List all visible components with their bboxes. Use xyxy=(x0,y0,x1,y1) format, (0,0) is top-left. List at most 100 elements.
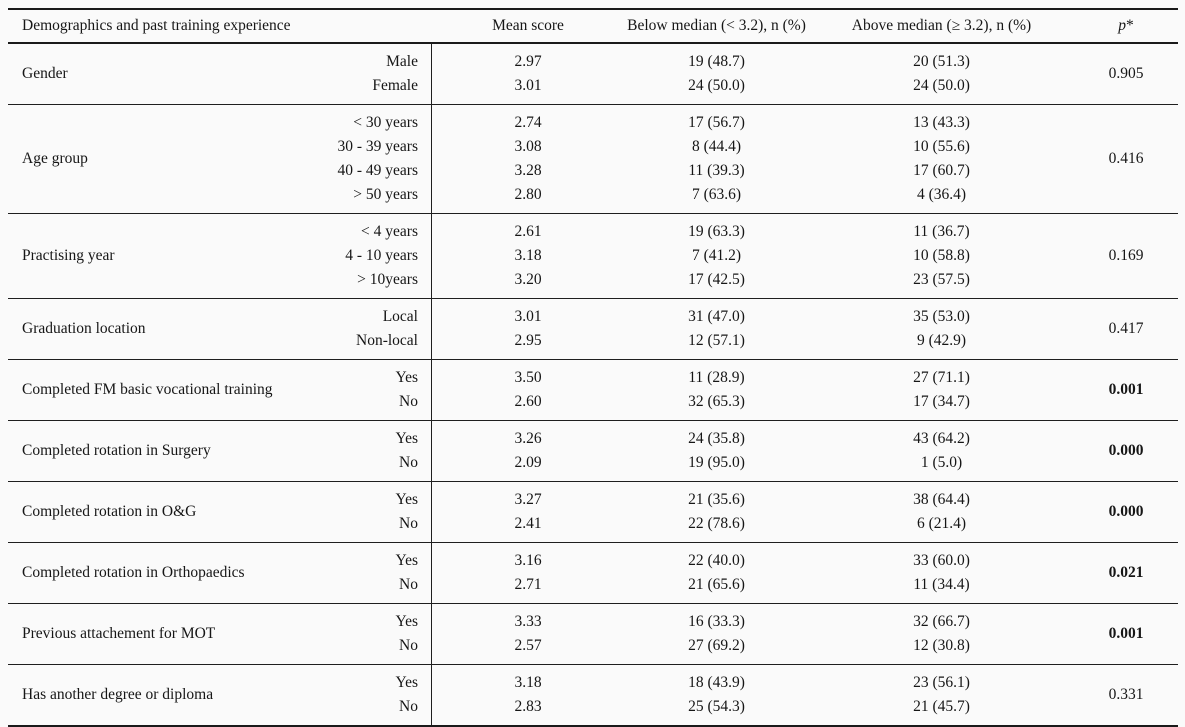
cell-value: 17 (60.7) xyxy=(913,162,970,179)
mean-col: 3.50 2.60 xyxy=(432,360,624,420)
p-cell: 0.417 xyxy=(1074,299,1178,359)
cell-value: No xyxy=(399,454,418,471)
cell-value: 2.61 xyxy=(514,223,542,240)
above-col: 43 (64.2) 1 (5.0) xyxy=(809,421,1074,481)
category-label: Practising year xyxy=(22,247,115,264)
cell-value: 32 (65.3) xyxy=(688,393,745,410)
cell-value: 22 (40.0) xyxy=(688,552,745,569)
cell-value: Non-local xyxy=(356,332,418,349)
above-col: 38 (64.4) 6 (21.4) xyxy=(809,482,1074,542)
mean-col: 3.27 2.41 xyxy=(432,482,624,542)
cell-value: 2.83 xyxy=(514,698,542,715)
cell-value: 4 (36.4) xyxy=(916,186,967,203)
cell-value: 7 (63.6) xyxy=(691,186,742,203)
category-cell: Previous attachement for MOT Yes No xyxy=(8,604,432,664)
category-label: Completed rotation in O&G xyxy=(22,503,197,520)
table-row-group: Graduation location Local Non-local 3.01 2… xyxy=(8,299,1178,360)
cell-value: No xyxy=(399,515,418,532)
cell-value: 2.95 xyxy=(514,332,542,349)
levels: Local Non-local xyxy=(356,305,418,353)
category-label: Completed rotation in Orthopaedics xyxy=(22,564,245,581)
cell-value: No xyxy=(399,576,418,593)
p-cell: 0.001 xyxy=(1074,604,1178,664)
mean-col: 3.01 2.95 xyxy=(432,299,624,359)
table-row-group: Completed rotation in O&G Yes No 3.27 2.41… xyxy=(8,482,1178,543)
cell-value: 19 (63.3) xyxy=(688,223,745,240)
levels: < 30 years 30 - 39 years 40 - 49 years > 50… xyxy=(338,111,419,207)
cell-value: Yes xyxy=(395,369,418,386)
cell-value: 13 (43.3) xyxy=(913,114,970,131)
below-col: 24 (35.8) 19 (95.0) xyxy=(624,421,809,481)
above-col: 33 (60.0) 11 (34.4) xyxy=(809,543,1074,603)
cell-value: 11 (34.4) xyxy=(913,576,970,593)
cell-value: 19 (95.0) xyxy=(688,454,745,471)
header-mean-score: Mean score xyxy=(492,17,564,34)
levels: Yes No xyxy=(395,427,418,475)
p-cell: 0.169 xyxy=(1074,214,1178,298)
cell-value: 8 (44.4) xyxy=(691,138,742,155)
above-col: 11 (36.7) 10 (58.8) 23 (57.5) xyxy=(809,214,1074,298)
category-label: Gender xyxy=(22,65,68,82)
cell-value: 11 (36.7) xyxy=(913,223,970,240)
cell-value: 3.01 xyxy=(514,308,542,325)
cell-value: Yes xyxy=(395,613,418,630)
cell-value: 3.20 xyxy=(514,271,542,288)
p-value: 0.417 xyxy=(1108,320,1144,337)
cell-value: 2.74 xyxy=(514,114,542,131)
cell-value: 21 (35.6) xyxy=(688,491,745,508)
category-label: Age group xyxy=(22,150,88,167)
cell-value: 35 (53.0) xyxy=(913,308,970,325)
table-row-group: Gender Male Female 2.97 3.01 19 (48.7) 24 (… xyxy=(8,44,1178,105)
table-body: Gender Male Female 2.97 3.01 19 (48.7) 24 (… xyxy=(8,44,1178,725)
p-cell: 0.000 xyxy=(1074,482,1178,542)
p-value: 0.021 xyxy=(1108,564,1144,581)
cell-value: 33 (60.0) xyxy=(913,552,970,569)
levels: < 4 years 4 - 10 years > 10years xyxy=(345,220,418,292)
header-demographics: Demographics and past training experienc… xyxy=(22,17,291,34)
levels: Yes No xyxy=(395,488,418,536)
p-value: 0.001 xyxy=(1108,625,1144,642)
mean-col: 2.61 3.18 3.20 xyxy=(432,214,624,298)
cell-value: 7 (41.2) xyxy=(691,247,742,264)
table-row-group: Has another degree or diploma Yes No 3.18… xyxy=(8,665,1178,725)
cell-value: 10 (55.6) xyxy=(913,138,970,155)
cell-value: Yes xyxy=(395,430,418,447)
below-col: 31 (47.0) 12 (57.1) xyxy=(624,299,809,359)
below-col: 22 (40.0) 21 (65.6) xyxy=(624,543,809,603)
p-value: 0.000 xyxy=(1108,503,1144,520)
category-cell: Practising year < 4 years 4 - 10 years > 1… xyxy=(8,214,432,298)
p-cell: 0.001 xyxy=(1074,360,1178,420)
table-row-group: Completed FM basic vocational training Y… xyxy=(8,360,1178,421)
category-cell: Has another degree or diploma Yes No xyxy=(8,665,432,725)
above-col: 32 (66.7) 12 (30.8) xyxy=(809,604,1074,664)
table-row-group: Completed rotation in Orthopaedics Yes No… xyxy=(8,543,1178,604)
levels: Yes No xyxy=(395,671,418,719)
category-cell: Age group < 30 years 30 - 39 years 40 - 49… xyxy=(8,105,432,213)
cell-value: 6 (21.4) xyxy=(916,515,967,532)
cell-value: 2.41 xyxy=(514,515,542,532)
cell-value: 38 (64.4) xyxy=(913,491,970,508)
cell-value: 19 (48.7) xyxy=(688,53,745,70)
cell-value: 3.08 xyxy=(514,138,542,155)
p-cell: 0.021 xyxy=(1074,543,1178,603)
cell-value: < 4 years xyxy=(361,223,418,240)
category-cell: Completed rotation in O&G Yes No xyxy=(8,482,432,542)
p-value: 0.001 xyxy=(1108,381,1144,398)
p-asterisk: * xyxy=(1126,17,1134,34)
cell-value: > 50 years xyxy=(353,186,418,203)
demographics-stats-table: Demographics and past training experienc… xyxy=(8,8,1178,727)
mean-col: 3.26 2.09 xyxy=(432,421,624,481)
cell-value: No xyxy=(399,393,418,410)
category-label: Previous attachement for MOT xyxy=(22,625,216,642)
table-header-row: Demographics and past training experienc… xyxy=(8,10,1178,44)
mean-col: 2.74 3.08 3.28 2.80 xyxy=(432,105,624,213)
cell-value: 12 (57.1) xyxy=(688,332,745,349)
cell-value: 24 (35.8) xyxy=(688,430,745,447)
above-col: 20 (51.3) 24 (50.0) xyxy=(809,44,1074,104)
cell-value: Male xyxy=(386,53,418,70)
p-cell: 0.331 xyxy=(1074,665,1178,725)
header-p-value: p* xyxy=(1074,17,1178,35)
cell-value: 17 (56.7) xyxy=(688,114,745,131)
cell-value: 23 (57.5) xyxy=(913,271,970,288)
levels: Male Female xyxy=(372,50,418,98)
